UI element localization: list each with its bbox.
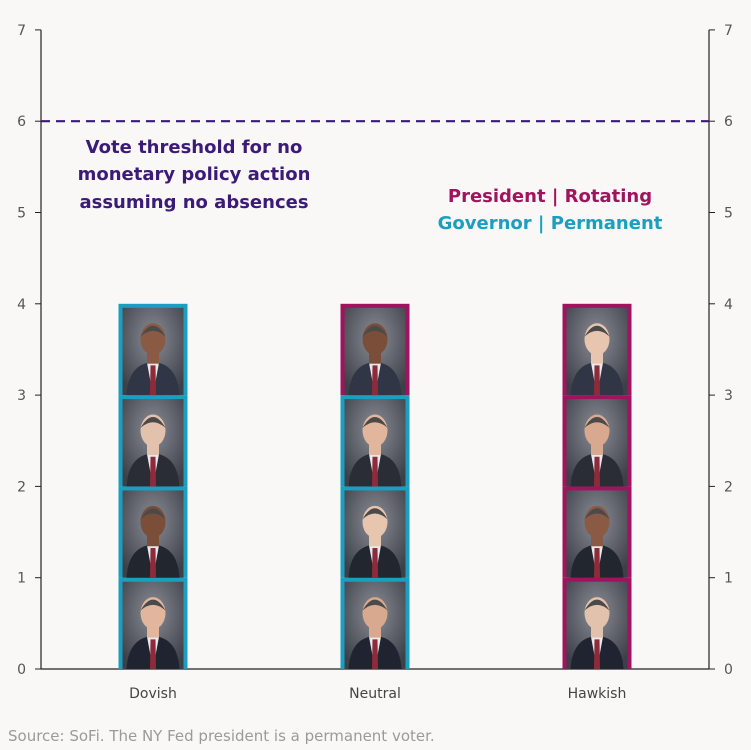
legend-governor: Governor | Permanent [438, 213, 663, 234]
threshold-annotation-line-3: assuming no absences [79, 192, 308, 213]
portrait-hair [362, 508, 388, 520]
portrait-tie [372, 639, 378, 669]
portrait-hair [140, 416, 166, 428]
portrait-tie [372, 365, 378, 396]
x-tick-label: Dovish [129, 686, 177, 702]
threshold-annotation-line-1: Vote threshold for no [86, 137, 303, 158]
portrait-tie [594, 365, 600, 396]
y-tick-label-right: 2 [724, 479, 733, 495]
bar-segment-governor [118, 577, 188, 669]
portrait-tie [150, 548, 156, 578]
legend-president: President | Rotating [448, 186, 652, 207]
y-tick-label-right: 5 [724, 206, 733, 222]
y-tick-label-left: 4 [17, 297, 26, 313]
bar-segment-governor [340, 577, 410, 669]
y-tick-label-left: 3 [17, 388, 26, 404]
y-tick-label-right: 4 [724, 297, 733, 313]
y-tick-label-left: 6 [17, 114, 26, 130]
portrait-hair [140, 508, 166, 520]
y-tick-label-left: 5 [17, 206, 26, 222]
y-tick-label-right: 6 [724, 114, 733, 130]
bar-segment-governor [340, 395, 410, 487]
portrait-tie [594, 639, 600, 669]
portrait-hair [584, 325, 610, 337]
y-tick-label-left: 1 [17, 571, 26, 587]
bar-segment-president [340, 303, 410, 396]
portrait-hair [584, 416, 610, 428]
threshold-annotation-line-2: monetary policy action [78, 164, 311, 185]
x-tick-label: Neutral [349, 686, 401, 702]
bar-segment-governor [118, 303, 188, 396]
y-tick-label-right: 0 [724, 662, 733, 678]
bar-segment-president [562, 395, 632, 487]
y-tick-label-right: 7 [724, 23, 733, 39]
portrait-tie [594, 548, 600, 578]
portrait-tie [150, 365, 156, 396]
portrait-tie [150, 456, 156, 487]
portrait-hair [584, 508, 610, 520]
bar-segment-governor [340, 486, 410, 578]
bar-segment-president [562, 303, 632, 396]
bar-segment-president [562, 577, 632, 669]
portrait-tie [372, 456, 378, 487]
bar-segment-governor [118, 486, 188, 578]
bar-segment-president [562, 486, 632, 578]
portrait-hair [584, 599, 610, 611]
portrait-hair [362, 599, 388, 611]
portrait-tie [150, 639, 156, 669]
bars [118, 303, 632, 669]
portrait-hair [362, 325, 388, 337]
portrait-tie [594, 456, 600, 487]
y-tick-label-left: 7 [17, 23, 26, 39]
labels: Vote threshold for no monetary policy ac… [8, 137, 663, 745]
x-tick-label: Hawkish [568, 686, 627, 702]
portrait-hair [140, 325, 166, 337]
y-tick-label-left: 2 [17, 479, 26, 495]
y-tick-label-right: 3 [724, 388, 733, 404]
portrait-hair [362, 416, 388, 428]
y-tick-label-left: 0 [17, 662, 26, 678]
source-note: Source: SoFi. The NY Fed president is a … [8, 727, 435, 745]
bar-segment-governor [118, 395, 188, 487]
portrait-hair [140, 599, 166, 611]
portrait-tie [372, 548, 378, 578]
y-tick-label-right: 1 [724, 571, 733, 587]
